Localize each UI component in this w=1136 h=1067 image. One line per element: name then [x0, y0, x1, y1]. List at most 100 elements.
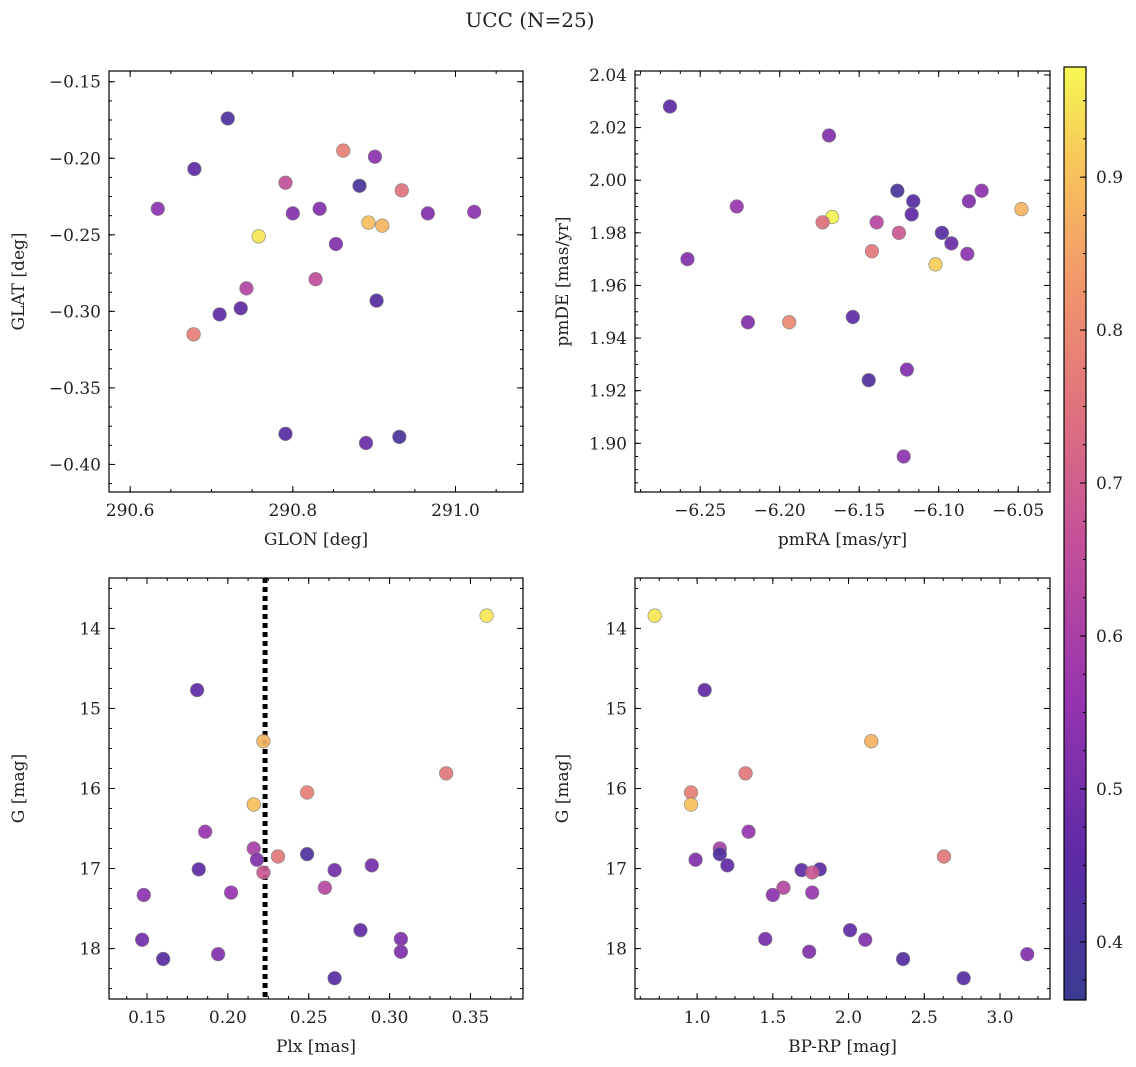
data-point — [944, 236, 959, 251]
x-axis-label: pmRA [mas/yr] — [778, 530, 907, 550]
colorbar-tick-label: 0.5 — [1096, 780, 1123, 800]
x-tick-label: −6.05 — [992, 501, 1044, 521]
y-axis-label: G [mag] — [9, 754, 29, 823]
y-tick-label: 14 — [79, 619, 101, 639]
y-tick-label: 2.04 — [589, 66, 627, 86]
panel-2: −6.25 −6.20 −6.15 −6.10 −6.05 1.90 1.92 1.94 1.9… — [553, 66, 1051, 550]
y-tick-label: −0.40 — [49, 455, 101, 475]
data-point — [393, 931, 409, 947]
axes-frame — [634, 70, 1051, 493]
x-tick-label: −6.25 — [674, 501, 726, 521]
figure-title: UCC (N=25) — [465, 8, 594, 32]
panels: 290.6 290.8 291.0 −0.40 −0.35 −0.30 −0.25 −0.20… — [9, 66, 1051, 1057]
y-tick-label: −0.35 — [49, 379, 101, 399]
y-tick-label: 1.90 — [589, 434, 627, 454]
data-point — [821, 128, 837, 143]
y-axis-label: GLAT [deg] — [9, 232, 29, 330]
panel-4: 1.0 1.5 2.0 2.5 3.0 14 15 16 17 18 BP-RP [mag] G [m… — [553, 577, 1051, 1057]
y-tick-label: 17 — [605, 860, 627, 880]
x-tick-label: 0.15 — [128, 1008, 166, 1028]
data-point — [479, 608, 494, 623]
data-point — [864, 244, 880, 259]
data-point — [680, 252, 695, 267]
x-axis-label: GLON [deg] — [264, 530, 368, 550]
data-point — [233, 301, 248, 316]
data-point — [392, 429, 407, 444]
data-point — [896, 449, 911, 464]
data-point — [741, 824, 756, 839]
data-point — [439, 766, 454, 781]
x-axis-label: Plx [mas] — [276, 1037, 356, 1057]
colorbar-tick-label: 0.7 — [1096, 474, 1123, 494]
data-point — [688, 852, 703, 867]
y-tick-label: 15 — [605, 699, 627, 719]
data-point — [364, 858, 379, 873]
data-point — [312, 201, 327, 216]
x-tick-label: 1.0 — [684, 1008, 711, 1028]
x-tick-label: 0.30 — [371, 1008, 409, 1028]
data-point — [308, 272, 323, 287]
data-point — [256, 865, 271, 880]
data-point — [278, 426, 293, 441]
data-point — [845, 309, 860, 325]
data-point — [869, 215, 884, 230]
data-point — [782, 315, 797, 330]
data-point — [805, 885, 820, 900]
y-tick-label: 15 — [79, 699, 101, 719]
data-point — [895, 951, 911, 967]
y-tick-label: 2.02 — [589, 119, 627, 139]
y-tick-label: −0.30 — [49, 302, 101, 322]
x-tick-label: 3.0 — [986, 1008, 1013, 1028]
x-tick-label: −6.10 — [913, 501, 965, 521]
x-tick-label: −6.15 — [833, 501, 885, 521]
y-tick-label: 16 — [79, 780, 101, 800]
x-tick-label: 1.5 — [759, 1008, 786, 1028]
data-point — [300, 785, 315, 800]
data-point — [191, 862, 206, 877]
data-point — [805, 865, 820, 880]
y-tick-label: −0.15 — [49, 73, 101, 93]
axes-frame — [108, 577, 524, 1000]
data-point — [212, 307, 227, 322]
data-point — [375, 218, 390, 233]
data-point — [327, 971, 342, 986]
data-point — [361, 215, 376, 230]
x-tick-label: 0.25 — [290, 1008, 328, 1028]
data-point — [765, 887, 780, 903]
data-point — [956, 971, 971, 986]
data-point — [960, 246, 975, 261]
y-tick-label: −0.20 — [49, 149, 101, 169]
data-point — [285, 206, 300, 221]
data-point — [858, 932, 873, 947]
data-point — [300, 847, 315, 862]
x-tick-label: 290.8 — [268, 501, 317, 521]
data-point — [467, 204, 482, 219]
colorbar-tick-label: 0.8 — [1096, 321, 1123, 341]
x-tick-label: −6.20 — [754, 501, 806, 521]
data-point — [135, 932, 150, 947]
data-point — [156, 951, 171, 967]
data-point — [211, 947, 226, 962]
data-point — [367, 149, 383, 164]
data-point — [420, 206, 435, 221]
data-point — [1014, 202, 1029, 217]
data-point — [802, 944, 817, 959]
data-point — [961, 194, 977, 209]
data-point — [776, 880, 791, 895]
data-point — [904, 207, 919, 222]
data-point — [842, 923, 858, 938]
data-point — [150, 201, 165, 216]
data-point — [936, 849, 952, 864]
axes-frame — [108, 70, 524, 493]
data-point — [683, 797, 699, 812]
data-point — [186, 327, 201, 342]
data-point — [899, 362, 914, 377]
y-tick-label: 1.94 — [589, 329, 627, 349]
data-point — [246, 797, 261, 812]
data-point — [861, 373, 876, 388]
data-point — [328, 236, 344, 252]
data-point — [327, 863, 342, 878]
data-point — [220, 111, 235, 126]
data-point — [393, 944, 409, 959]
